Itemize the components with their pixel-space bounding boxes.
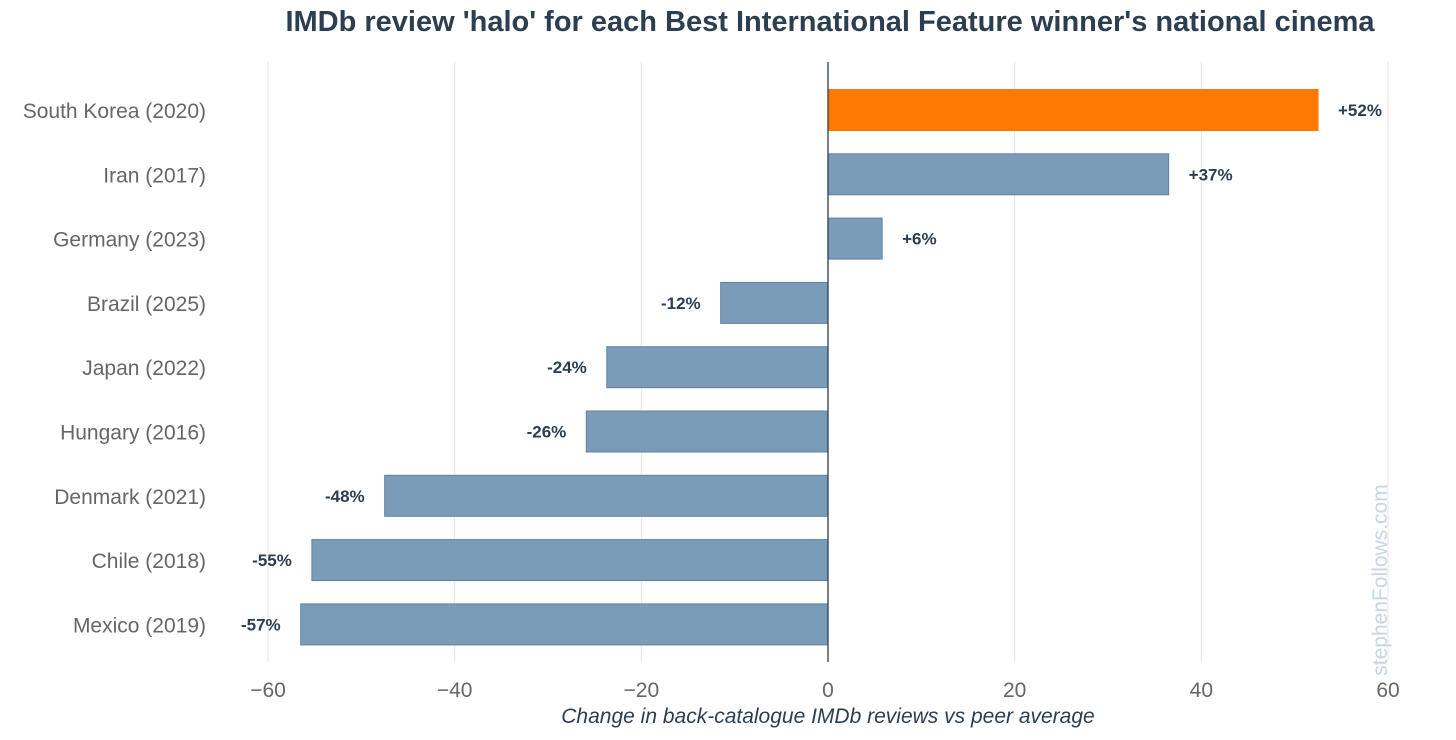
category-label: Chile (2018) (92, 550, 206, 573)
x-tick-label: 0 (822, 679, 834, 702)
bar (606, 346, 829, 389)
category-label: South Korea (2020) (23, 100, 206, 123)
bar (827, 217, 883, 260)
category-label: Germany (2023) (53, 229, 206, 252)
category-label: Hungary (2016) (60, 422, 206, 445)
bar (311, 539, 829, 582)
bar (585, 410, 829, 453)
watermark: stephenFollows.com (1369, 484, 1392, 676)
category-label: Denmark (2021) (54, 486, 206, 509)
value-label: -12% (661, 294, 701, 313)
x-tick-label: 40 (1190, 679, 1213, 702)
bar (720, 281, 829, 324)
x-tick-label: −60 (250, 679, 286, 702)
value-label: +37% (1189, 165, 1233, 184)
bar (300, 603, 829, 646)
value-label: -48% (325, 487, 365, 506)
category-labels: South Korea (2020) Iran (2017) Germany (20… (23, 100, 206, 637)
category-label: Iran (2017) (103, 164, 206, 187)
bar (827, 89, 1319, 131)
value-label: -57% (241, 615, 281, 634)
value-label: -26% (527, 423, 567, 442)
x-tick-label: −20 (624, 679, 660, 702)
x-tick-label: 20 (1003, 679, 1026, 702)
bar (827, 153, 1170, 196)
value-label: +6% (902, 230, 937, 249)
x-tick-label: 60 (1376, 679, 1399, 702)
category-label: Mexico (2019) (73, 614, 206, 637)
x-tick-labels: −60 −40 −20 0 20 40 60 (250, 679, 1399, 702)
value-labels: +52% +37% +6% -12% -24% -26% -48% -55% -57% (241, 101, 1382, 634)
x-axis-label: Change in back-catalogue IMDb reviews vs… (561, 705, 1094, 728)
category-label: Brazil (2025) (87, 293, 206, 316)
bar (384, 474, 829, 517)
value-label: -24% (547, 358, 587, 377)
category-label: Japan (2022) (82, 357, 206, 380)
value-label: -55% (252, 551, 292, 570)
bars (300, 89, 1319, 646)
chart-title: IMDb review 'halo' for each Best Interna… (285, 6, 1375, 38)
value-label: +52% (1338, 101, 1382, 120)
x-tick-label: −40 (437, 679, 473, 702)
